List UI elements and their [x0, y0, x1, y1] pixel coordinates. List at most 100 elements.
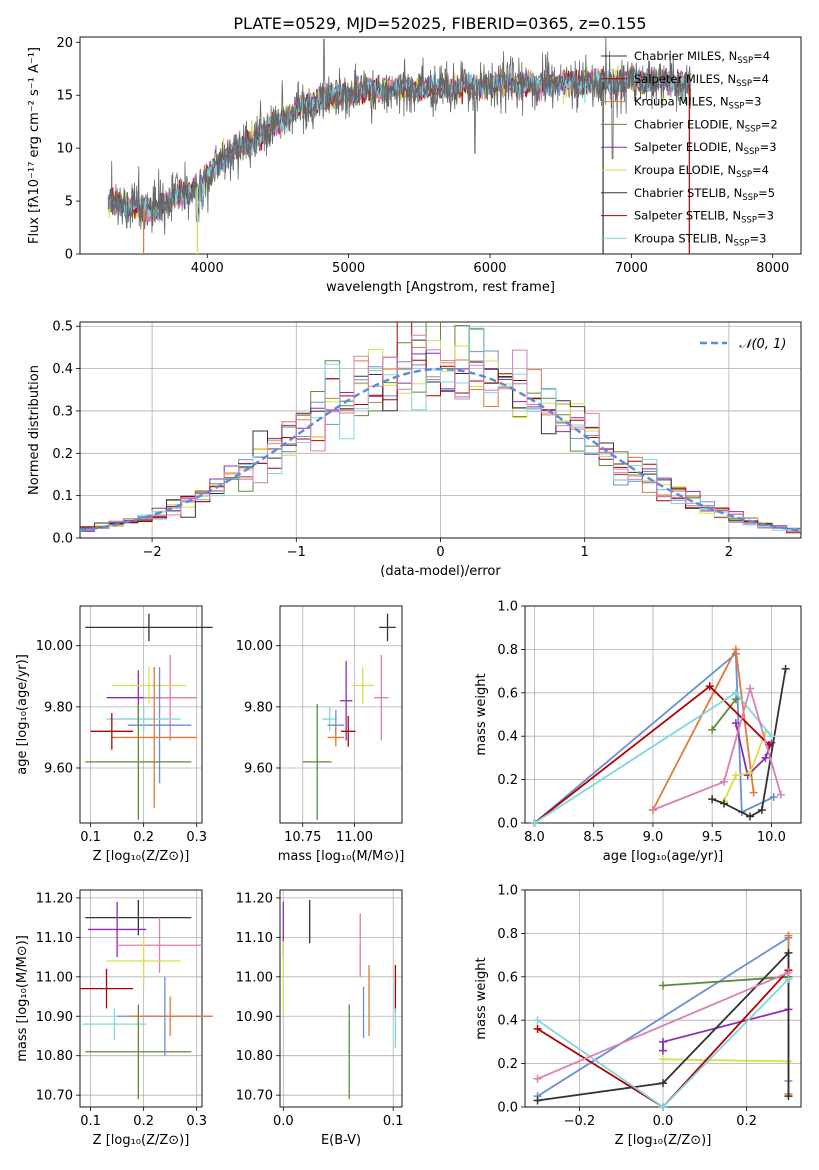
- legend-subscript: SSP: [742, 193, 758, 203]
- x-tick-label: 0.3: [186, 1114, 207, 1129]
- weight-marker: [761, 753, 770, 762]
- y-tick-label: 0.0: [497, 1101, 518, 1116]
- residual-histogram: [80, 334, 801, 532]
- weight-vs-Z-panel: −0.2 0.0 0.2 0.0 0.2 0.4 0.6 0.8 1.0 Z [log₁₀(Z/Z…: [474, 884, 802, 1148]
- y-tick-label: 1.0: [497, 884, 518, 899]
- weight-marker: [784, 931, 793, 940]
- y-tick-label: 0: [65, 248, 73, 263]
- spectrum-panel: 4000 5000 6000 7000 8000 0 5 10 15 20 wavelength […: [27, 36, 802, 295]
- legend-suffix: =3: [744, 95, 761, 109]
- weight-marker: [659, 1055, 667, 1064]
- weight-marker: [784, 968, 793, 977]
- legend-suffix: =4: [753, 49, 770, 63]
- y-tick-label: 1.0: [497, 600, 518, 615]
- legend-subscript: SSP: [736, 79, 752, 89]
- y-tick-label: 9.60: [244, 761, 273, 776]
- y-axis-label: Normed distribution: [27, 365, 42, 495]
- weight-marker: [769, 792, 778, 801]
- weight-marker: [708, 725, 717, 734]
- weight-marker: [659, 1037, 667, 1046]
- y-tick-label: 0.4: [497, 730, 518, 745]
- y-axis-label: Flux [fλ10⁻¹⁷ erg cm⁻² s⁻¹ A⁻¹]: [27, 47, 42, 244]
- y-tick-label: 0.6: [497, 970, 518, 985]
- weight-marker: [784, 948, 793, 957]
- y-tick-label: 0.5: [52, 320, 73, 335]
- x-tick-label: 0.1: [80, 830, 101, 845]
- legend-suffix: =4: [752, 72, 769, 86]
- y-tick-label: 10.90: [36, 1010, 73, 1025]
- x-axis-label: Z [log₁₀(Z/Z⊙)]: [615, 1133, 712, 1148]
- x-tick-label: 0.0: [653, 1114, 674, 1129]
- x-tick-label: 0.1: [80, 1114, 101, 1129]
- weight-marker: [659, 981, 667, 990]
- x-tick-label: 0: [436, 545, 444, 560]
- weight-marker: [731, 688, 740, 697]
- y-tick-label: 0.3: [52, 404, 73, 419]
- x-axis-label: (data-model)/error: [380, 564, 501, 579]
- weight-line: [662, 1058, 789, 1063]
- x-tick-label: 7000: [615, 261, 648, 276]
- mass-vs-ebv-panel: 0.0 0.1 10.70 10.80 10.90 11.00 11.10 11.20 E(B-…: [236, 889, 404, 1148]
- legend-entry: Chabrier STELIB, NSSP=5: [634, 186, 775, 203]
- weight-marker: [530, 819, 539, 827]
- y-tick-label: 0.8: [497, 643, 518, 658]
- legend-subscript: SSP: [745, 124, 761, 134]
- y-tick-label: 11.00: [36, 970, 73, 985]
- legend-suffix: =4: [752, 163, 769, 177]
- weight-marker: [746, 769, 755, 778]
- x-axis-label: Z [log₁₀(Z/Z⊙)]: [93, 849, 190, 864]
- weight-marker: [731, 771, 740, 780]
- weight-line: [662, 1008, 789, 1051]
- x-tick-label: 0.1: [383, 1114, 404, 1129]
- weight-marker: [533, 1074, 542, 1083]
- y-tick-label: 0.2: [497, 773, 518, 788]
- x-tick-label: −0.2: [564, 1114, 596, 1129]
- weight-marker: [746, 684, 755, 693]
- x-tick-label: 9.0: [643, 830, 664, 845]
- weight-marker: [749, 788, 758, 797]
- weight-marker: [659, 1103, 667, 1111]
- weight-marker: [720, 777, 729, 786]
- weight-marker: [533, 1016, 542, 1025]
- legend-entry: Salpeter STELIB, NSSP=3: [634, 209, 774, 226]
- x-tick-label: 0.3: [186, 830, 207, 845]
- legend-entry: 𝒩(0, 1): [739, 337, 786, 352]
- y-tick-label: 5: [65, 195, 73, 210]
- x-tick-label: 4000: [191, 261, 224, 276]
- y-tick-label: 0.1: [52, 489, 73, 504]
- y-tick-label: 10.80: [36, 1049, 73, 1064]
- legend-entry: Kroupa MILES, NSSP=3: [634, 95, 761, 112]
- x-tick-label: 10.75: [284, 830, 321, 845]
- y-tick-label: 0.0: [52, 532, 73, 547]
- x-tick-label: 10.0: [757, 830, 786, 845]
- weight-marker: [757, 805, 766, 814]
- legend-subscript: SSP: [741, 216, 757, 226]
- axes-frame: [79, 889, 203, 1108]
- x-tick-label: 8.0: [524, 830, 545, 845]
- axes-frame: [279, 605, 403, 824]
- y-axis-label: mass weight: [474, 673, 489, 755]
- x-tick-label: 0.2: [133, 1114, 154, 1129]
- spectrum-lines: [107, 37, 692, 254]
- legend-entry: Salpeter ELODIE, NSSP=3: [634, 140, 777, 157]
- y-tick-label: 15: [56, 89, 73, 104]
- age-vs-Z-panel: 0.1 0.2 0.3 9.60 9.80 10.00 Z [log₁₀(Z/Z⊙)] age…: [15, 605, 213, 864]
- y-tick-label: 20: [56, 36, 73, 51]
- weight-line: [711, 698, 737, 731]
- y-tick-label: 9.80: [244, 700, 273, 715]
- y-tick-label: 11.20: [236, 891, 273, 906]
- weight-line: [723, 731, 767, 802]
- legend-subscript: SSP: [734, 238, 750, 248]
- legend-suffix: =3: [757, 209, 774, 223]
- residuals-panel: −2 −1 0 1 2 0.0 0.1 0.2 0.3 0.4 0.5 (data-model)/er…: [27, 320, 802, 579]
- residual-histogram: [80, 327, 801, 531]
- weight-marker: [784, 1092, 793, 1101]
- x-tick-label: 6000: [473, 261, 506, 276]
- y-tick-label: 10.90: [236, 1010, 273, 1025]
- y-tick-label: 10.00: [236, 639, 273, 654]
- x-tick-label: 11.00: [336, 830, 373, 845]
- y-tick-label: 0.2: [52, 447, 73, 462]
- x-tick-label: 8.5: [583, 830, 604, 845]
- weight-marker: [705, 682, 714, 691]
